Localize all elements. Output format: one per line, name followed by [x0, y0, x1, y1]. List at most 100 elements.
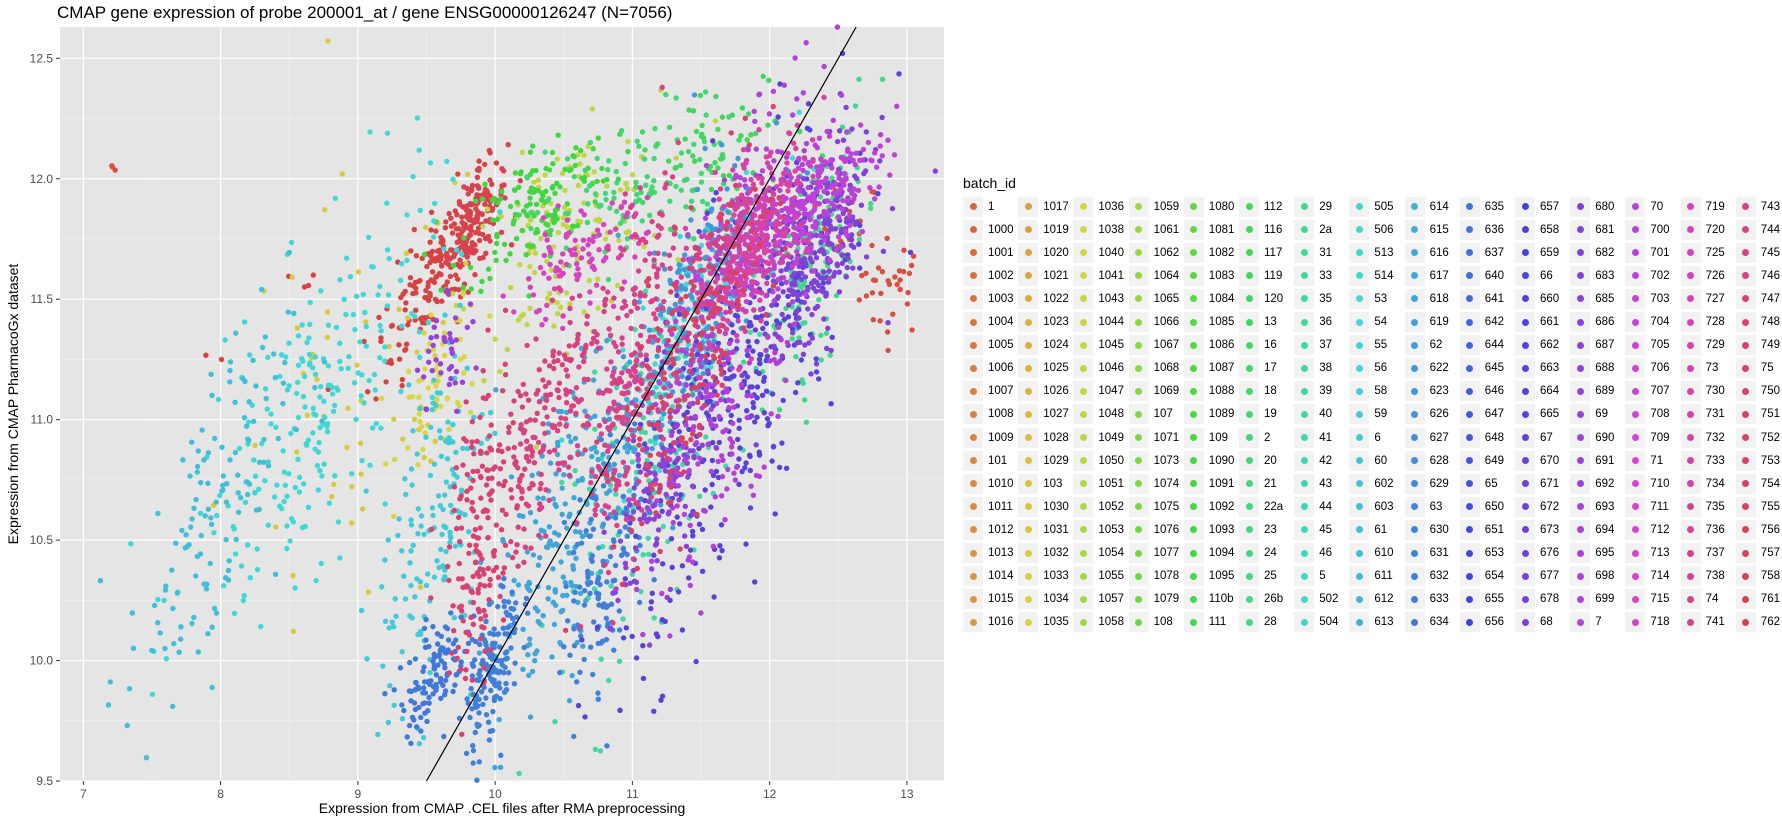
data-point [563, 400, 570, 406]
data-point [284, 387, 291, 393]
data-point [382, 618, 389, 624]
data-point [885, 347, 891, 354]
data-point [736, 137, 742, 143]
data-point [594, 502, 600, 509]
data-point [562, 166, 568, 172]
data-point [582, 408, 588, 414]
data-point [313, 577, 319, 584]
data-point [815, 171, 821, 178]
data-point [191, 614, 197, 621]
data-point [403, 300, 409, 306]
data-point [502, 195, 508, 201]
data-point [477, 641, 483, 648]
data-point [605, 167, 611, 173]
data-point [756, 92, 762, 98]
data-point [439, 236, 446, 243]
data-point [325, 363, 332, 369]
data-point [637, 352, 644, 358]
data-point [351, 380, 358, 386]
data-point [693, 338, 700, 345]
data-point [561, 472, 567, 478]
data-point [581, 602, 588, 608]
data-point [463, 260, 469, 267]
data-point [535, 495, 541, 501]
data-point [564, 373, 571, 379]
data-point [526, 579, 532, 586]
data-point [593, 282, 600, 288]
data-point [458, 487, 465, 493]
data-point [604, 579, 610, 585]
data-point [685, 273, 691, 279]
data-point [607, 229, 613, 235]
data-point [462, 512, 468, 518]
data-point [596, 465, 602, 471]
data-point [738, 381, 745, 388]
data-point [647, 251, 653, 257]
data-point [202, 513, 208, 519]
data-point [451, 615, 457, 621]
data-point [776, 407, 783, 413]
data-point [193, 496, 199, 503]
data-point [869, 290, 876, 296]
data-point [688, 217, 694, 223]
data-point [619, 341, 625, 347]
data-point [822, 160, 829, 166]
data-point [542, 430, 548, 436]
data-point [845, 146, 851, 152]
data-point [419, 423, 425, 430]
data-point [421, 330, 427, 336]
data-point [433, 402, 439, 409]
data-point [859, 272, 865, 279]
data-point [583, 187, 590, 193]
data-point [699, 568, 706, 574]
data-point [575, 451, 581, 458]
data-point [384, 303, 391, 309]
data-point [796, 109, 802, 115]
data-point [637, 412, 643, 418]
data-point [517, 178, 523, 184]
data-point [587, 183, 593, 189]
data-point [790, 112, 796, 118]
data-point [810, 158, 816, 164]
data-point [235, 509, 242, 515]
data-point [446, 381, 452, 388]
data-point [787, 130, 793, 137]
data-point [624, 312, 630, 319]
data-point [796, 335, 802, 341]
data-point [573, 396, 579, 402]
data-point [571, 643, 578, 649]
data-point [457, 201, 463, 208]
data-point [652, 361, 658, 367]
data-point [492, 336, 498, 342]
data-point [442, 312, 448, 318]
data-point [626, 488, 633, 494]
data-point [753, 288, 759, 294]
data-point [300, 481, 307, 487]
data-point [660, 463, 666, 469]
data-point [353, 416, 359, 423]
data-point [605, 276, 612, 283]
data-point [667, 633, 673, 639]
data-point [863, 293, 870, 299]
data-point [674, 514, 680, 520]
data-point [238, 495, 244, 501]
data-point [481, 684, 487, 691]
data-point [688, 415, 694, 421]
data-point [307, 321, 313, 328]
data-point [605, 569, 612, 576]
data-point [623, 181, 629, 187]
data-point [834, 247, 840, 253]
plot-background [60, 27, 944, 781]
data-point [424, 263, 430, 270]
data-point [694, 351, 701, 357]
data-point [155, 620, 161, 626]
data-point [553, 471, 559, 477]
data-point [447, 529, 453, 535]
data-point [456, 402, 462, 409]
data-point [546, 497, 552, 503]
data-point [822, 217, 829, 223]
data-point [557, 669, 563, 676]
data-point [789, 336, 795, 342]
data-point [640, 631, 646, 638]
data-point [661, 298, 667, 305]
